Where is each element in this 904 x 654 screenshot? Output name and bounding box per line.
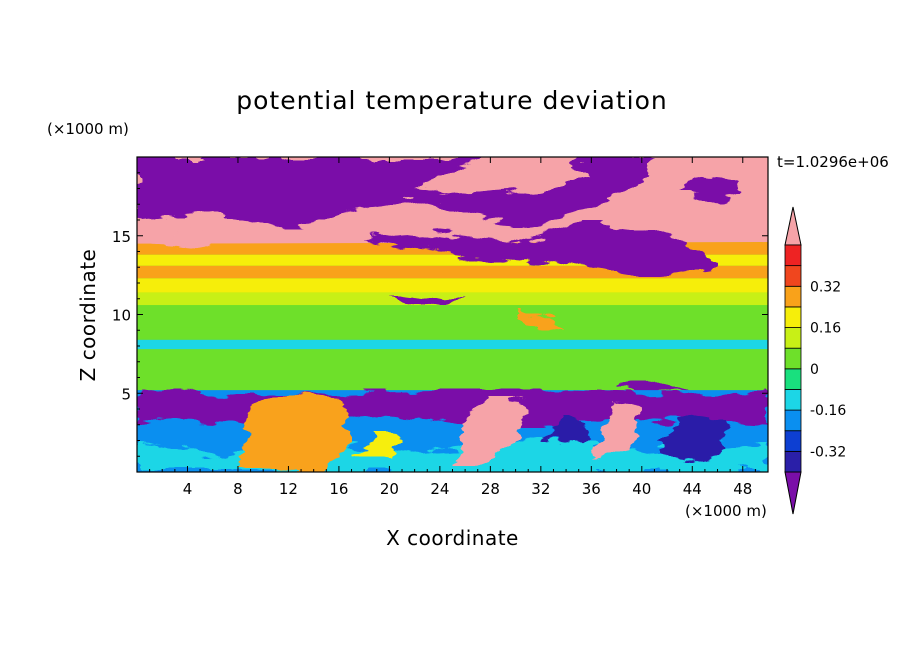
y-tick-label: 10: [112, 307, 131, 325]
x-tick-label: 20: [380, 480, 399, 498]
band-green: [137, 327, 768, 340]
x-tick-label: 16: [329, 480, 348, 498]
colorbar-extend-min: [784, 471, 802, 515]
band-yellow: [137, 278, 768, 293]
bl-navy: [654, 412, 731, 463]
colorbar-extend-max: [784, 206, 802, 246]
colorbar-cell: [784, 265, 802, 287]
orange-mid: [515, 308, 567, 331]
bl-red-1: [237, 391, 352, 472]
colorbar-cell: [784, 430, 802, 452]
x-tick-label: 44: [683, 480, 702, 498]
bl-yellow: [351, 431, 403, 463]
upper-purple-3: [679, 175, 743, 205]
x-tick-label: 40: [632, 480, 651, 498]
colorbar-cell: [784, 409, 802, 432]
colorbar-cell: [784, 450, 802, 473]
chart-title: potential temperature deviation: [236, 86, 668, 115]
bl-navy-2: [540, 415, 592, 447]
upper-pink-2: [414, 157, 592, 195]
bl-pink-3: [591, 399, 642, 460]
x-tick-label: 8: [233, 480, 243, 498]
x-tick-label: 32: [531, 480, 550, 498]
upper-purple-2: [364, 220, 718, 277]
x-tick-label: 28: [481, 480, 500, 498]
x-tick-label: 24: [430, 480, 449, 498]
purple-mid: [389, 292, 466, 309]
pink-left: [149, 226, 238, 249]
time-label: t=1.0296e+06: [777, 153, 889, 171]
bl-pink-2: [452, 396, 529, 466]
colorbar-tick-label: 0.32: [810, 279, 841, 295]
colorbar-tick-label: 0: [810, 362, 819, 378]
x-tick-label: 4: [183, 480, 193, 498]
colorbar-cell: [784, 368, 802, 390]
colorbar-cell: [784, 244, 802, 267]
y-axis-unit: (×1000 m): [47, 120, 129, 138]
x-axis-label: X coordinate: [386, 526, 519, 550]
x-axis-unit: (×1000 m): [685, 502, 767, 520]
x-tick-label: 48: [733, 480, 752, 498]
colorbar: 0.32 0.16 0 -0.16 -0.32: [784, 206, 846, 515]
colorbar-cell: [784, 327, 802, 349]
contour-field: [137, 157, 768, 472]
colorbar-cell: [784, 389, 802, 411]
colorbar-tick-label: -0.32: [810, 444, 846, 460]
colorbar-tick-label: -0.16: [810, 403, 846, 419]
y-tick-label: 5: [121, 385, 131, 403]
band-cyan: [137, 339, 768, 350]
x-axis: 4 8 12 16 20 24 28 32 36 40 44 48: [149, 157, 756, 498]
x-tick-label: 12: [279, 480, 298, 498]
band-yellow-2: [137, 254, 768, 266]
colorbar-cell: [784, 285, 802, 308]
colorbar-tick-label: 0.16: [810, 321, 841, 337]
y-axis-label: Z coordinate: [76, 248, 100, 382]
y-tick-label: 15: [112, 228, 131, 246]
colorbar-cell: [784, 306, 802, 328]
band-green-2: [137, 305, 768, 328]
y-axis: 5 10 15: [112, 172, 768, 457]
x-tick-label: 36: [582, 480, 601, 498]
colorbar-cell: [784, 347, 802, 370]
band-mid: [137, 349, 768, 365]
